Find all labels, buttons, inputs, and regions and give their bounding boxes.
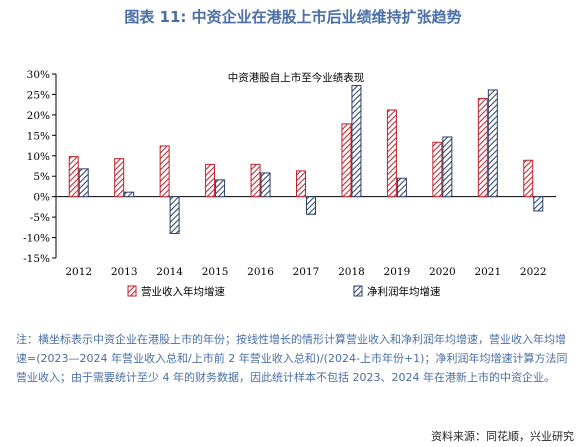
x-tick-label: 2022 [520, 266, 547, 278]
revenue-bar [68, 156, 79, 198]
source-line: 资料来源：同花顺，兴业研究 [431, 430, 574, 443]
y-tick-label: 30% [27, 69, 50, 81]
chart-svg: 中资港股自上市至今业绩表现 30% 25% 20% 15% 10% 5% 0% -5% -10% -… [23, 69, 556, 298]
legend-label: 净利润年均增速 [367, 285, 441, 298]
revenue-bar [523, 159, 534, 198]
chart-title: 中资港股自上市至今业绩表现 [228, 71, 365, 84]
revenue-bar [250, 163, 261, 198]
y-tick-label: -5% [30, 212, 50, 224]
bar-chart: 中资港股自上市至今业绩表现 30% 25% 20% 15% 10% 5% 0% -5% -10% -… [0, 58, 586, 316]
y-tick-label: 0% [33, 192, 50, 204]
legend-swatch [127, 285, 137, 297]
figure-title: 图表 11: 中资企业在港股上市后业绩维持扩张趋势 [124, 8, 462, 26]
x-tick-label: 2015 [202, 266, 229, 278]
profit-bar [533, 196, 544, 212]
x-tick-label: 2020 [429, 266, 456, 278]
profit-bar [442, 136, 453, 198]
profit-bar [78, 168, 89, 198]
footnote: 注：横坐标表示中资企业在港股上市的年份；按线性增长的情形计算营业收入和净利润年均… [16, 333, 568, 384]
y-tick-label: 10% [27, 151, 50, 163]
revenue-bar [114, 158, 125, 198]
profit-bar [396, 177, 407, 198]
revenue-bar [205, 163, 216, 198]
profit-bar [215, 179, 226, 198]
x-tick-label: 2014 [156, 266, 183, 278]
x-tick-label: 2018 [338, 266, 365, 278]
legend-swatch [353, 285, 363, 297]
x-tick-label: 2019 [384, 266, 411, 278]
profit-bar [351, 84, 362, 198]
y-tick-label: 5% [33, 171, 50, 183]
x-tick-label: 2013 [111, 266, 138, 278]
x-tick-label: 2016 [247, 266, 274, 278]
legend-label: 营业收入年均增速 [141, 285, 225, 298]
y-tick-label: -10% [23, 233, 50, 245]
revenue-bar [341, 123, 352, 198]
x-tick-label: 2012 [65, 266, 92, 278]
profit-bar [306, 196, 316, 215]
profit-bar [487, 89, 498, 198]
x-tick-label: 2021 [474, 266, 501, 278]
revenue-bar [432, 141, 443, 198]
profit-bar [260, 172, 271, 198]
profit-bar [169, 196, 180, 234]
revenue-bar [386, 109, 397, 198]
y-tick-label: 20% [27, 110, 50, 122]
revenue-bar [296, 170, 306, 198]
revenue-bar [477, 98, 488, 198]
x-tick-label: 2017 [293, 266, 320, 278]
y-tick-label: -15% [23, 253, 50, 265]
y-tick-label: 15% [27, 130, 50, 142]
y-tick-label: 25% [27, 89, 50, 101]
profit-bar [124, 191, 135, 198]
revenue-bar [159, 145, 170, 198]
